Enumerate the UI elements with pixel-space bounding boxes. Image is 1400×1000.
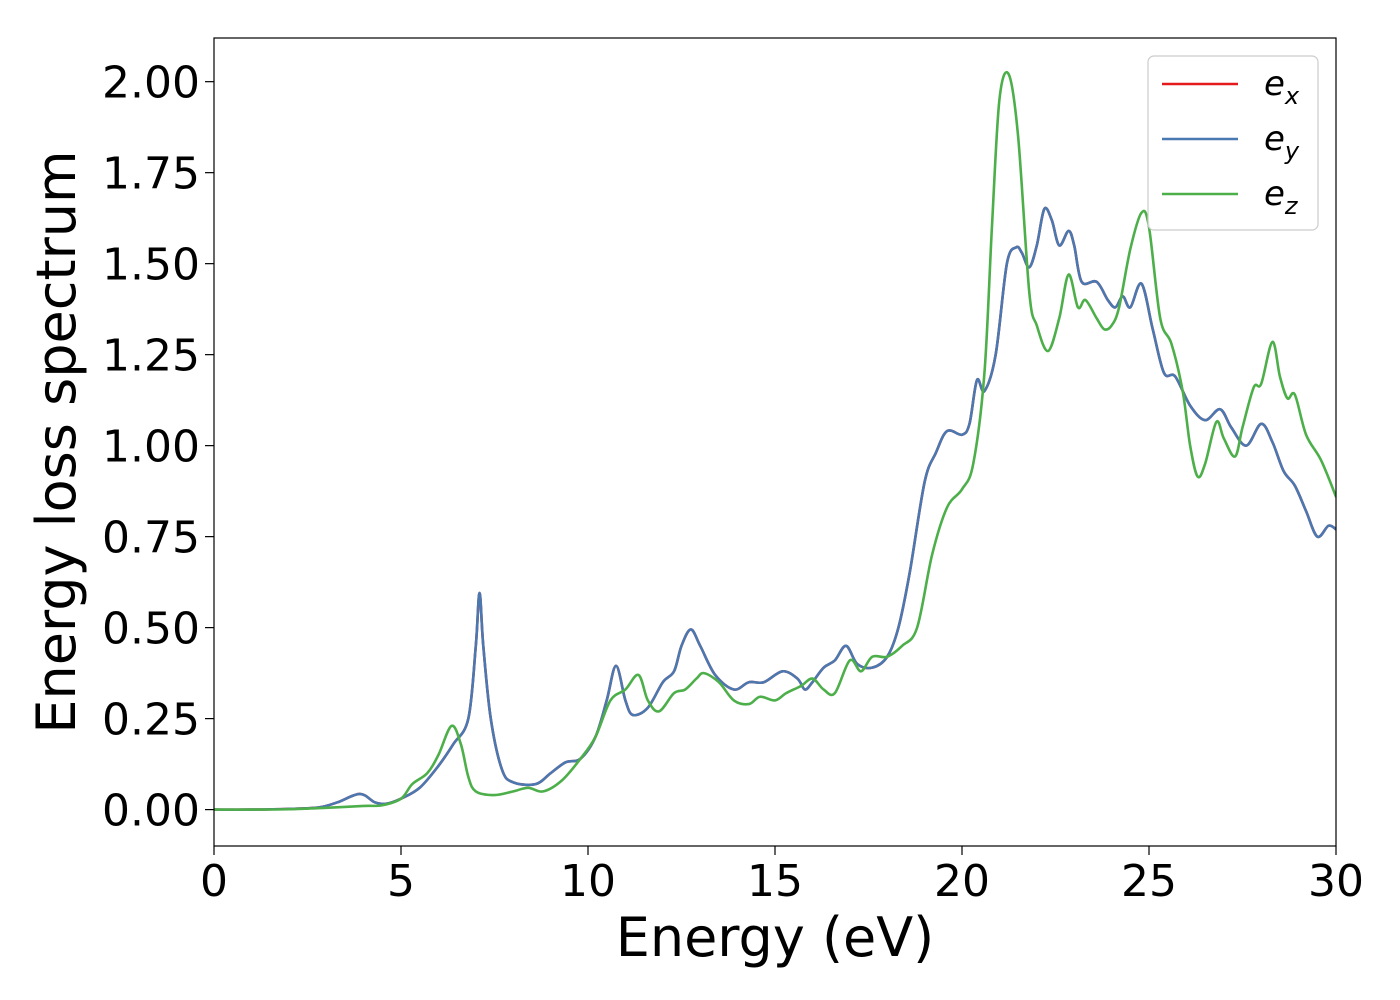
series-line-ez <box>214 70 1336 811</box>
x-tick-label: 30 <box>1308 856 1364 907</box>
y-tick-label: 0.25 <box>102 695 200 746</box>
legend-label-subscript: x <box>1284 82 1300 110</box>
x-tick-label: 0 <box>200 856 228 907</box>
x-tick-label: 10 <box>560 856 616 907</box>
legend-label-ex: ex <box>1264 64 1300 110</box>
y-tick-label: 0.00 <box>102 786 200 837</box>
y-tick-label: 1.75 <box>102 149 200 200</box>
legend-label-ey: ey <box>1264 119 1300 165</box>
legend-label-base: e <box>1264 64 1285 104</box>
y-tick-label: 0.50 <box>102 604 200 655</box>
y-tick-label: 1.00 <box>102 422 200 473</box>
legend-label-ez: ez <box>1264 174 1299 220</box>
y-axis: 0.00 0.25 0.50 0.75 1.00 1.25 1.50 1.75 2.00 <box>102 58 214 837</box>
series-line-ey <box>214 206 1336 811</box>
y-tick-label: 0.75 <box>102 513 200 564</box>
legend-box <box>1147 55 1319 231</box>
legend-label-subscript: z <box>1284 192 1299 220</box>
y-tick-label: 2.00 <box>102 58 200 109</box>
x-tick-label: 25 <box>1121 856 1177 907</box>
x-axis-label: Energy (eV) <box>616 906 935 969</box>
series-line-ex <box>214 206 1336 811</box>
series-layer <box>214 70 1336 811</box>
x-tick-label: 20 <box>934 856 990 907</box>
y-axis-label: Energy loss spectrum <box>25 150 88 733</box>
legend-label-subscript: y <box>1284 137 1300 165</box>
x-axis: 0 5 10 15 20 25 30 <box>200 846 1364 907</box>
y-tick-label: 1.50 <box>102 240 200 291</box>
legend-label-base: e <box>1264 119 1285 159</box>
x-tick-label: 15 <box>747 856 803 907</box>
y-tick-label: 1.25 <box>102 331 200 382</box>
x-tick-label: 5 <box>387 856 415 907</box>
legend-label-base: e <box>1264 174 1285 214</box>
